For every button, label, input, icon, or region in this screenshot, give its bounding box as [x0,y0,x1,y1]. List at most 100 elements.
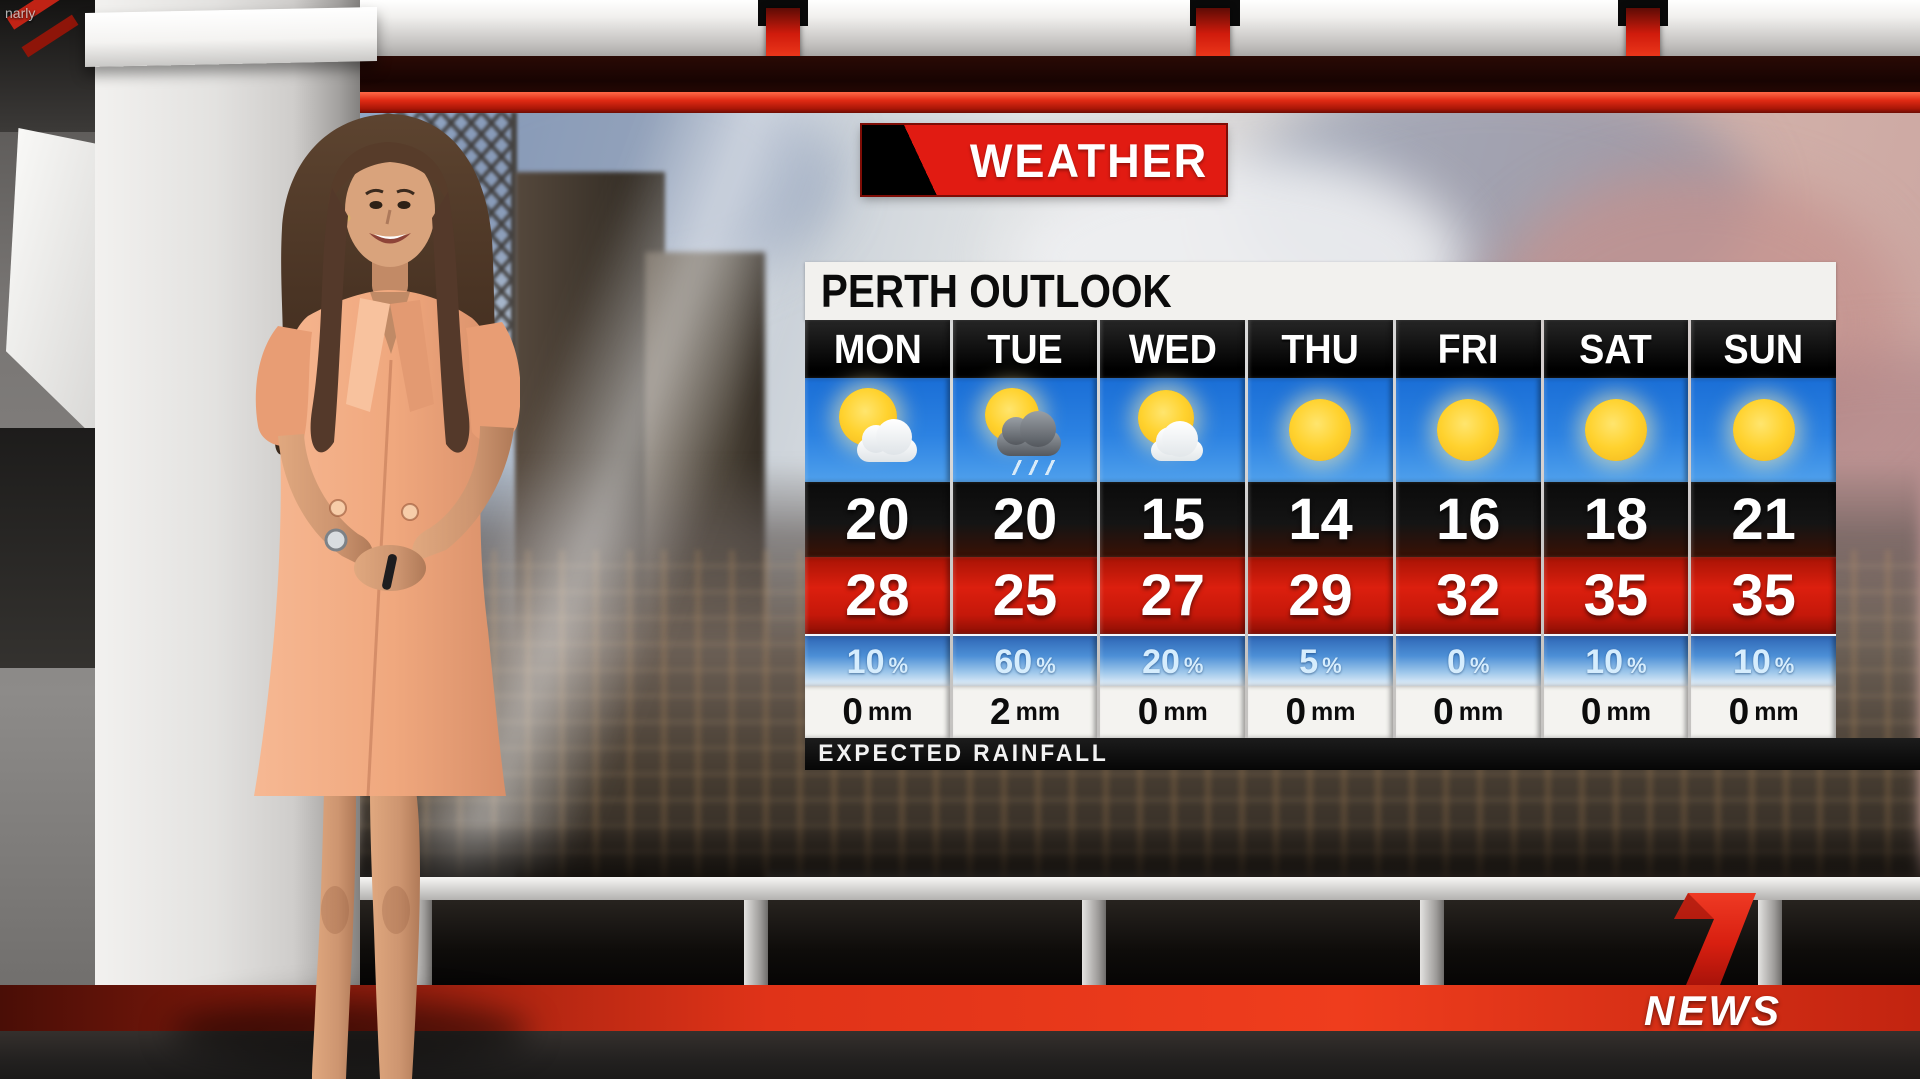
sunny-icon [1564,384,1668,476]
rain-chance-value: 60 [994,643,1033,681]
high-temperature: 35 [1543,557,1689,634]
sunny-icon [1416,384,1520,476]
weather-icon-cell [1691,378,1836,482]
rainfall-value: 0 [842,691,863,732]
seven-news-logo: NEWS [1618,893,1808,1034]
dress-button [329,499,347,517]
low-temp-value: 21 [1731,487,1796,552]
presenter-leg [370,790,420,1079]
presenter-hair-side [432,192,470,453]
cloud-glyph [997,411,1062,456]
cabinet-post [1758,900,1782,985]
rain-cloud-icon [973,384,1077,476]
rainfall-value: 0 [1137,691,1159,732]
forecast-column-tue: TUE 20 25 60 % 2 mm [952,320,1098,738]
high-temperature: 25 [952,557,1098,634]
low-temperature: 14 [1248,482,1393,557]
cabinet-post [1420,900,1444,985]
day-label: THU [1281,325,1360,372]
rain-chance-unit: % [1322,653,1342,678]
presenter-forearm [278,434,374,570]
seven-logo-icon [1674,893,1756,985]
rainfall-value: 2 [990,691,1011,732]
high-temperature: 29 [1248,557,1393,634]
rain-streaks-glyph [1011,460,1056,475]
left-reflective-panel [0,0,95,988]
rain-chance: 20 % [1100,634,1246,686]
weather-icon-cell [805,378,950,482]
low-temp-value: 14 [1288,487,1353,552]
high-temperature: 32 [1395,557,1541,634]
day-header: WED [1100,320,1246,378]
high-temperature: 27 [1100,557,1246,634]
rainfall-unit: mm [1311,697,1356,726]
day-header: SUN [1691,320,1836,378]
cloud-glyph [1150,421,1203,461]
rain-chance-value: 5 [1299,643,1319,681]
expected-rainfall-cell: 0 mm [1543,686,1689,738]
weather-icon-cell [1248,378,1393,482]
video-wall-rail [340,877,1920,900]
high-temp-value: 29 [1288,563,1353,628]
day-header: MON [805,320,950,378]
lapel [346,298,390,412]
rainfall-unit: mm [1754,697,1799,726]
sunny-icon [1268,384,1372,476]
day-label: SUN [1723,325,1804,372]
smile-teeth [374,234,406,239]
expected-rainfall-cell: 0 mm [1248,686,1393,738]
rain-chance-value: 0 [1446,643,1466,681]
expected-rainfall-cell: 0 mm [1100,686,1246,738]
news-logo-text: NEWS [1644,987,1782,1034]
rainfall-unit: mm [1163,697,1208,726]
low-temperature: 20 [805,482,950,557]
sun-glyph [1584,399,1647,461]
rain-chance-unit: % [1036,653,1056,678]
rain-chance: 10 % [1543,634,1689,686]
eyebrow [365,188,384,196]
weather-icon-cell [1543,378,1689,482]
rain-chance: 0 % [1395,634,1541,686]
eye [369,201,383,209]
sun-glyph [1437,399,1500,461]
knee-shading [321,886,349,934]
outlook-title-bar: PERTH OUTLOOK [805,262,1836,320]
presenter-hair-front [328,142,450,210]
day-header: FRI [1395,320,1541,378]
forecast-column-wed: WED 15 27 20 % 0 mm [1100,320,1246,738]
high-temp-value: 28 [845,563,910,628]
knee-shading [382,886,410,934]
forecast-column-sun: SUN 21 35 10 % 0 mm [1691,320,1836,738]
wall-bottom-shade [355,820,1920,880]
forecast-column-mon: MON 20 28 10 % 0 mm [805,320,950,738]
high-temp-value: 35 [1583,563,1649,628]
rain-chance-unit: % [888,653,909,678]
low-temperature: 18 [1543,482,1689,557]
day-label: WED [1128,325,1217,372]
sun-glyph [1289,399,1352,461]
red-wall-stripe [340,92,1920,113]
rain-chance-unit: % [1183,653,1204,678]
presenter-sleeve [255,326,312,447]
forecast-column-sat: SAT 18 35 10 % 0 mm [1543,320,1689,738]
rain-chance-value: 10 [1585,643,1624,681]
sun-glyph [1732,399,1795,461]
wrist-watch [324,528,348,552]
day-label: SAT [1579,325,1653,372]
high-temp-value: 32 [1435,563,1501,628]
weather-banner: WEATHER [862,125,1226,195]
day-label: FRI [1437,325,1499,372]
high-temperature: 28 [805,557,950,634]
presenter-leg [312,790,356,1079]
sunny-icon [1712,384,1816,476]
outlook-title: PERTH OUTLOOK [820,265,1172,317]
rain-chance-unit: % [1469,653,1490,678]
rain-chance-value: 10 [1732,643,1771,681]
weather-icon-cell [952,378,1098,482]
presenter-clicker [382,554,397,590]
sun-cloud-icon [825,384,929,476]
low-temperature: 16 [1395,482,1541,557]
pillar-cornice [85,6,377,68]
expected-rainfall-label: EXPECTED RAINFALL [818,740,1109,767]
ceiling-recess [340,56,1920,92]
